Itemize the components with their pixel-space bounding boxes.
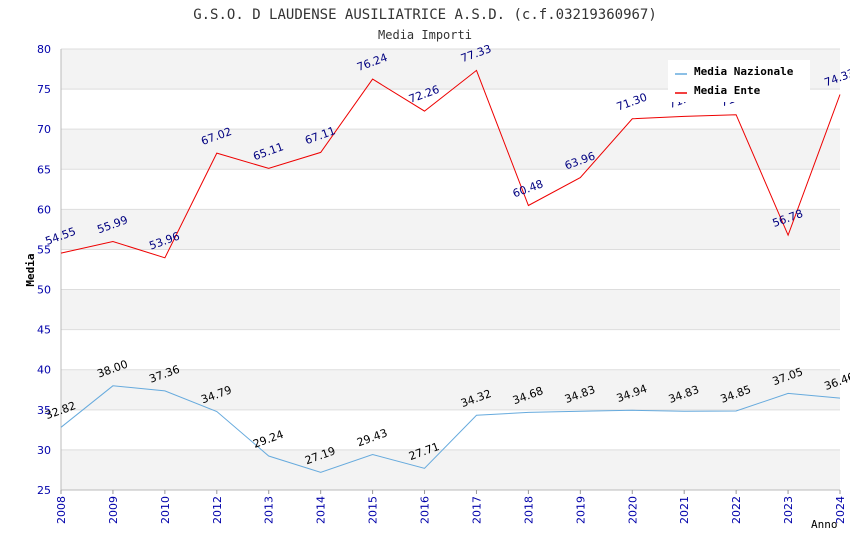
x-tick-label: 2009 [107,496,120,524]
x-tick-label: 2021 [678,496,691,524]
x-tick-label: 2023 [782,496,795,524]
axes [60,49,841,494]
x-tick-label: 2015 [367,496,380,524]
x-tick-label: 2012 [211,496,224,524]
data-label: 29.24 [251,428,285,451]
x-tick-label: 2008 [55,496,68,524]
data-label: 60.48 [511,177,545,200]
bg-band [61,209,840,250]
bg-band [61,369,840,410]
series-line-ente [60,69,841,259]
y-tick-label: 45 [37,324,51,337]
y-axis-label: Media [24,253,37,286]
x-tick-label: 2018 [522,496,535,524]
legend: Media Nazionale Media Ente [668,60,810,102]
x-tick-label: 2017 [470,496,483,524]
legend-label-ente: Media Ente [694,84,761,97]
y-tick-labels: 25 30 35 40 45 50 55 60 65 70 75 80 [37,43,51,497]
legend-box [668,60,810,102]
y-tick-label: 65 [37,163,51,176]
legend-label-nazionale: Media Nazionale [694,65,794,78]
y-tick-label: 60 [37,203,51,216]
x-tick-label: 2019 [574,496,587,524]
y-tick-label: 40 [37,364,51,377]
chart-title: G.S.O. D LAUDENSE AUSILIATRICE A.S.D. (c… [193,7,657,23]
x-tick-label: 2024 [834,496,847,524]
y-tick-label: 30 [37,444,51,457]
y-tick-label: 75 [37,83,51,96]
y-tick-label: 35 [37,404,51,417]
x-axis-label: Anno [811,518,838,531]
x-tick-label: 2014 [315,496,328,524]
x-tick-labels: 2008 2009 2010 2012 2013 2014 2015 2016 2017 2018… [55,496,847,524]
y-tick-label: 50 [37,284,51,297]
data-label: 71.30 [615,91,649,114]
bg-band [61,449,840,490]
y-tick-label: 80 [37,43,51,56]
x-tick-label: 2020 [626,496,639,524]
x-tick-label: 2013 [263,496,276,524]
series-lines [60,69,841,473]
bg-band [61,289,840,330]
y-tick-label: 25 [37,484,51,497]
chart-subtitle: Media Importi [378,28,472,42]
x-tick-label: 2022 [730,496,743,524]
y-tick-label: 70 [37,123,51,136]
series-line-nazionale [60,385,841,473]
data-label: 29.43 [355,426,389,449]
x-tick-label: 2016 [419,496,432,524]
bg-band [61,129,840,170]
y-tick-label: 55 [37,243,51,256]
x-tick-label: 2010 [159,496,172,524]
